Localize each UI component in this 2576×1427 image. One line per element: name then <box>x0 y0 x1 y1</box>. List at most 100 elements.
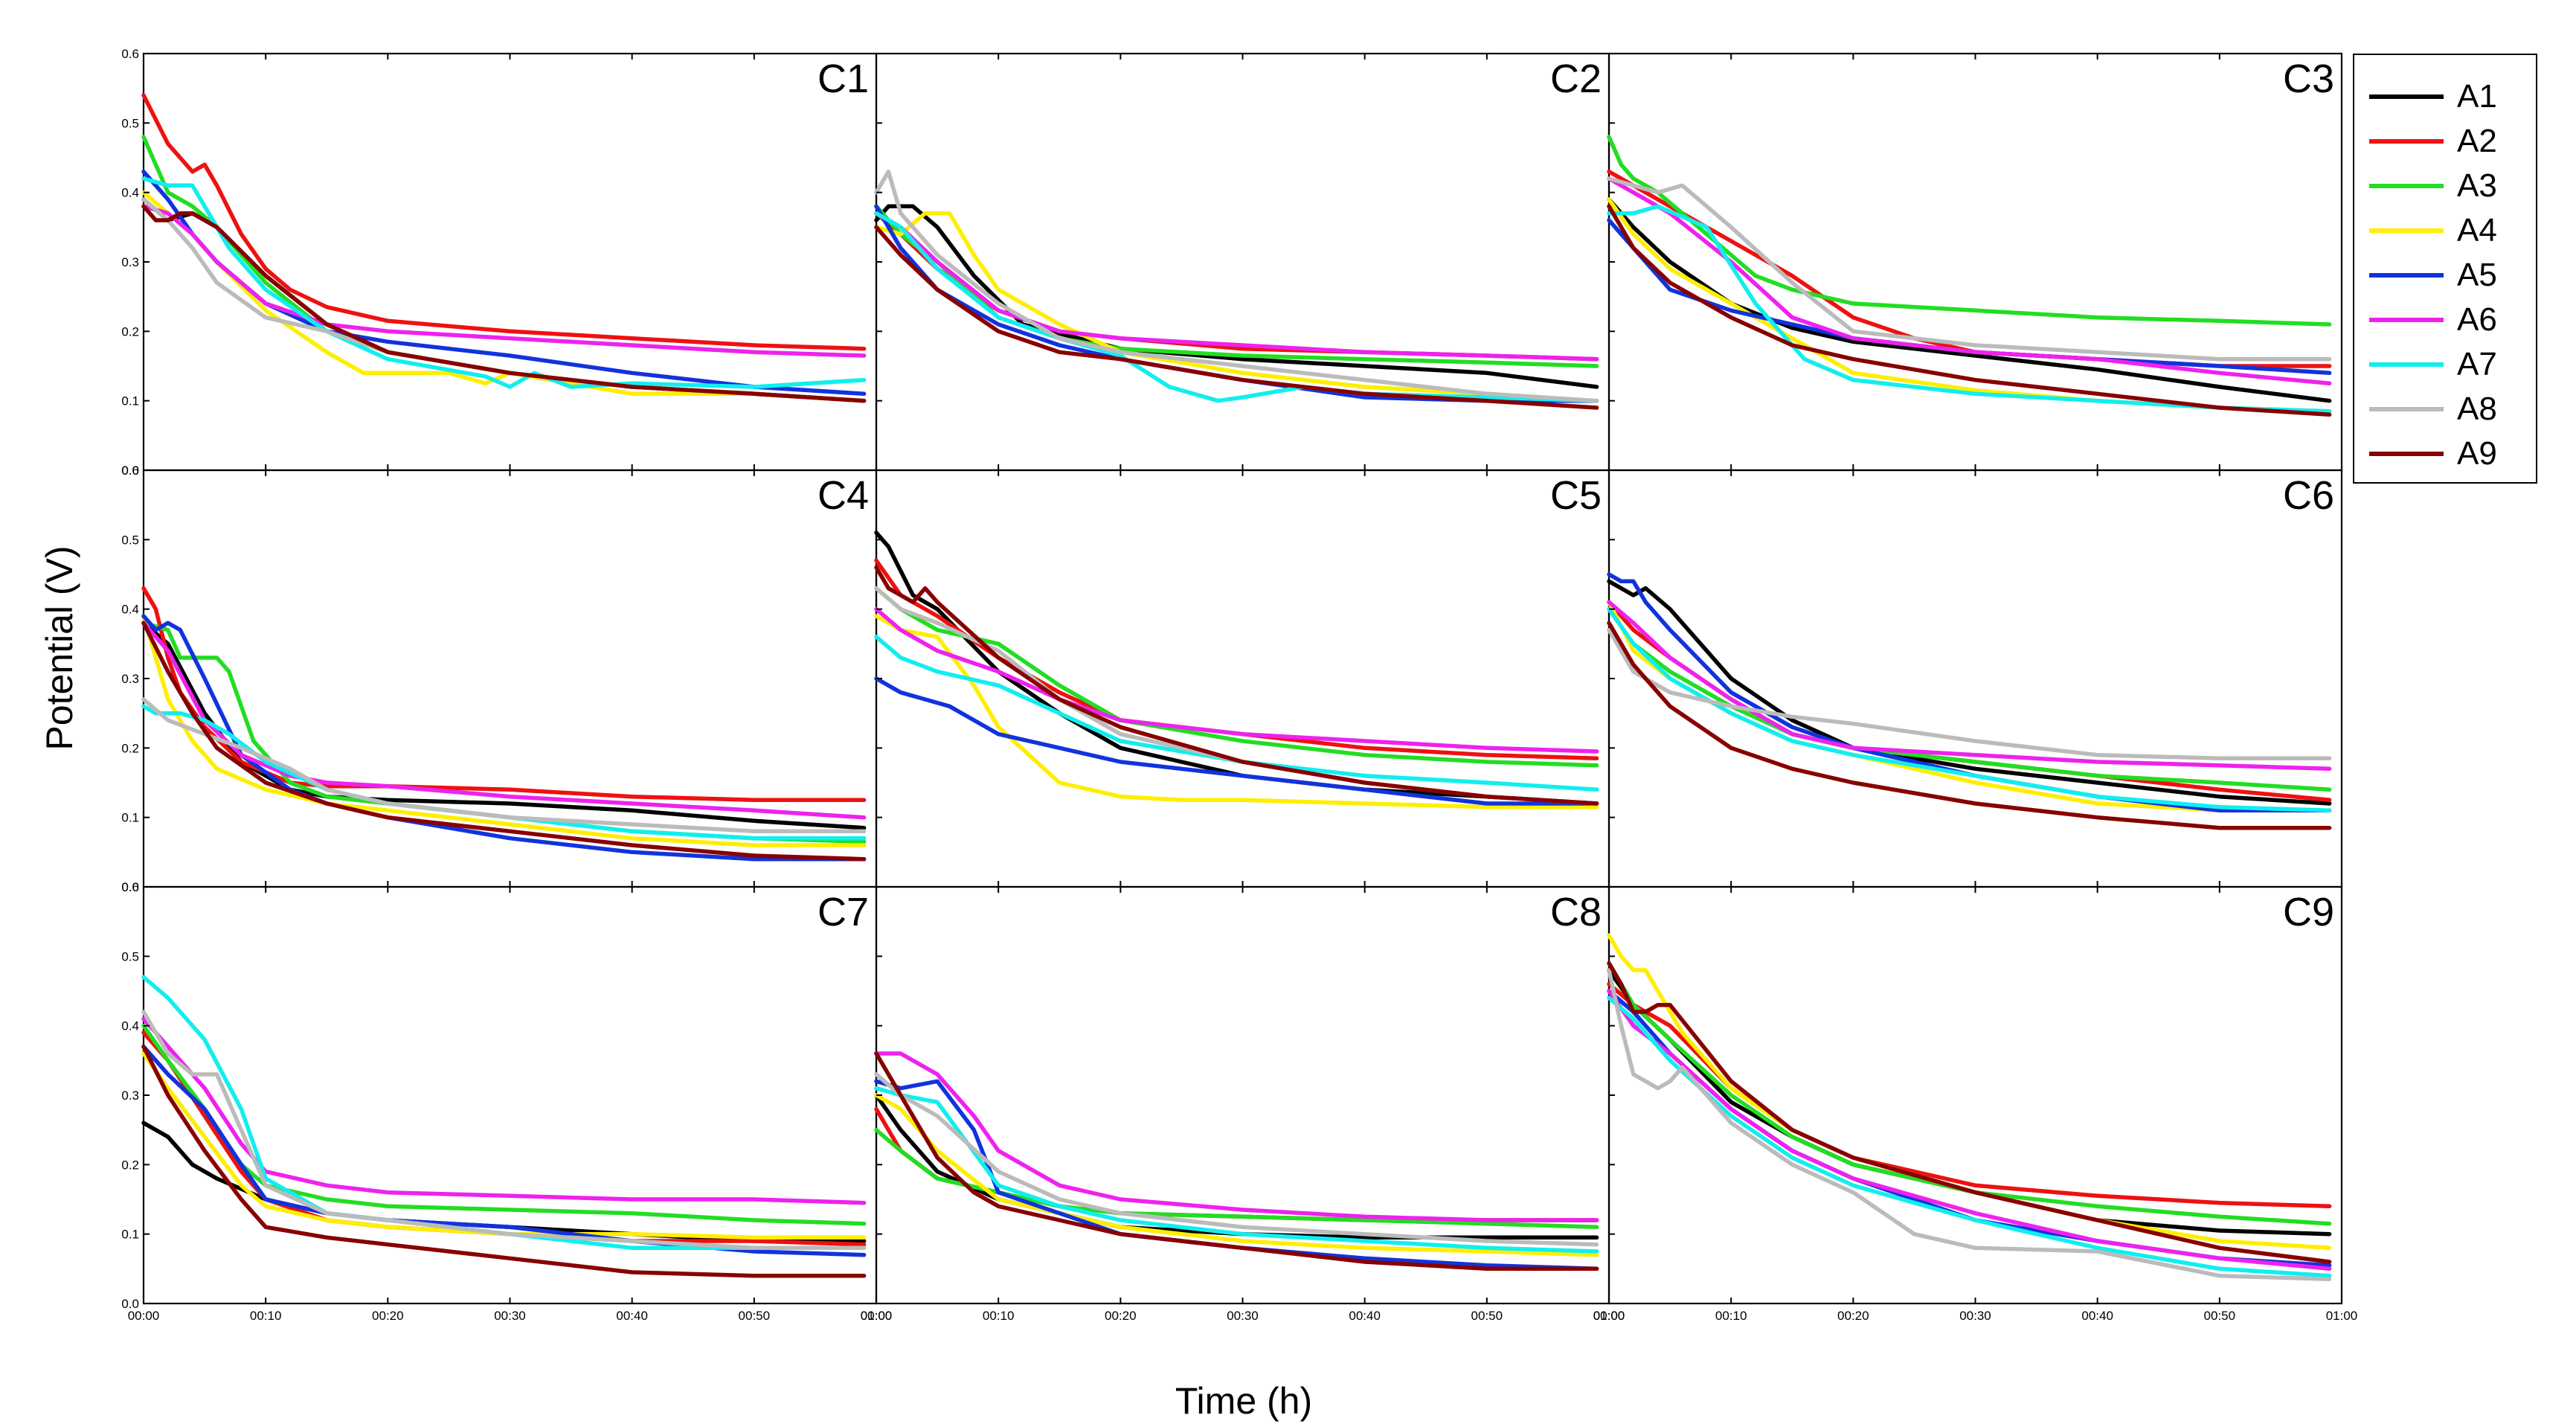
series-line-c5-a8 <box>874 586 1599 806</box>
panel-c1: 0.0 0.1 0.2 0.3 0.4 0.5 0.6 C1 <box>121 47 878 478</box>
panel-c2: C2 <box>874 52 1610 472</box>
y-tick-label-c4: 0.2 <box>121 741 139 755</box>
panel-frame-c2 <box>875 52 1610 472</box>
y-tick-label-c7: 0.6 <box>121 880 139 894</box>
series-line-c5-a5 <box>874 676 1599 806</box>
x-tick-label-c7: 00:10 <box>250 1309 282 1323</box>
series-line-c1-a2 <box>141 93 867 351</box>
series-line-c3-a6 <box>1607 176 2332 386</box>
series-lines-c6 <box>1607 572 2332 830</box>
series-line-c9-a5 <box>1607 989 2332 1268</box>
series-line-c7-a9 <box>141 1044 867 1278</box>
series-lines-c9 <box>1607 933 2332 1282</box>
y-tick-label-c7: 0.3 <box>121 1088 139 1103</box>
panel-label-c3: C3 <box>2283 57 2334 101</box>
y-axis-title: Potential (V) <box>39 545 80 751</box>
legend-swatch-a1 <box>2369 94 2444 99</box>
series-line-c3-a5 <box>1607 218 2332 376</box>
panel-c9: 00:00 00:10 00:20 00:30 00:40 00:50 01:00 C9 <box>1593 885 2358 1323</box>
legend-swatch-a7 <box>2369 362 2444 367</box>
x-tick-label-c9: 00:30 <box>1959 1309 1991 1323</box>
series-line-c6-a8 <box>1607 627 2332 761</box>
y-tick-label-c4: 0.3 <box>121 672 139 686</box>
panel-c5: C5 <box>874 469 1610 888</box>
legend-label-a5: A5 <box>2457 257 2497 293</box>
series-line-c5-a6 <box>874 606 1599 754</box>
x-tick-label-c7: 00:30 <box>494 1309 526 1323</box>
series-line-c1-a4 <box>141 190 867 403</box>
x-tick-label-c8: 01:00 <box>1593 1309 1625 1323</box>
series-line-c9-a7 <box>1607 995 2332 1278</box>
legend-label-a9: A9 <box>2457 435 2497 472</box>
x-tick-label-c8: 00:30 <box>1227 1309 1259 1323</box>
x-axis-title: Time (h) <box>1175 1380 1313 1422</box>
x-tick-label-c9: 00:10 <box>1715 1309 1747 1323</box>
series-line-c9-a8 <box>1607 968 2332 1282</box>
panel-c6: C6 <box>1607 469 2343 888</box>
y-tick-label-c1: 0.2 <box>121 324 139 339</box>
y-tick-label-c7: 0.4 <box>121 1019 139 1033</box>
series-line-c8-a8 <box>874 1072 1599 1247</box>
y-tick-label-c4: 0.0 <box>121 880 139 894</box>
series-line-c3-a9 <box>1607 204 2332 417</box>
panel-label-c4: C4 <box>818 473 869 518</box>
series-line-c4-a9 <box>141 620 867 862</box>
panel-label-c9: C9 <box>2283 890 2334 934</box>
series-line-c5-a3 <box>874 586 1599 768</box>
series-line-c8-a5 <box>874 1079 1599 1272</box>
series-lines-c5 <box>874 530 1599 809</box>
series-line-c1-a3 <box>141 135 867 403</box>
panel-label-c1: C1 <box>818 57 869 101</box>
x-tick-label-c9: 01:00 <box>2326 1309 2358 1323</box>
series-line-c8-a9 <box>874 1051 1599 1272</box>
series-line-c8-a3 <box>874 1127 1599 1230</box>
legend-item-a7: A7 <box>2369 344 2497 385</box>
y-tick-label-c1: 0.1 <box>121 394 139 408</box>
series-line-c1-a5 <box>141 169 867 397</box>
series-line-c4-a6 <box>141 620 867 820</box>
series-lines-c7 <box>141 975 867 1278</box>
series-line-c9-a9 <box>1607 961 2332 1264</box>
x-tick-label-c9: 00:50 <box>2204 1309 2236 1323</box>
series-line-c7-a7 <box>141 975 867 1251</box>
series-line-c6-a7 <box>1607 606 2332 813</box>
y-tick-label-c4: 0.6 <box>121 464 139 478</box>
legend-swatch-a3 <box>2369 184 2444 188</box>
series-line-c9-a6 <box>1607 989 2332 1272</box>
legend-item-a4: A4 <box>2369 210 2497 251</box>
series-line-c3-a1 <box>1607 197 2332 403</box>
y-tick-label-c7: 0.1 <box>121 1228 139 1242</box>
series-line-c7-a3 <box>141 1023 867 1226</box>
series-line-c7-a8 <box>141 1010 867 1251</box>
series-line-c5-a2 <box>874 558 1599 761</box>
x-tick-label-c9: 00:40 <box>2081 1309 2113 1323</box>
legend: A1 A2 A3 A4 A5 A6 A7 A8 A9 <box>2353 54 2537 484</box>
y-tick-label-c1: 0.5 <box>121 116 139 130</box>
legend-item-a1: A1 <box>2369 76 2497 118</box>
y-tick-label-c1: 0.0 <box>121 464 139 478</box>
series-lines-c3 <box>1607 135 2332 417</box>
panel-c8: 00:00 00:10 00:20 00:30 00:40 00:50 01:00 C8 <box>861 885 1625 1323</box>
legend-label-a2: A2 <box>2457 123 2497 159</box>
series-line-c6-a9 <box>1607 620 2332 830</box>
legend-swatch-a6 <box>2369 318 2444 322</box>
legend-label-a4: A4 <box>2457 212 2497 248</box>
legend-label-a8: A8 <box>2457 391 2497 427</box>
series-line-c5-a9 <box>874 565 1599 806</box>
series-line-c2-a8 <box>874 169 1599 403</box>
legend-swatch-a4 <box>2369 228 2444 233</box>
series-line-c4-a2 <box>141 586 867 803</box>
series-lines-c2 <box>874 169 1599 410</box>
series-line-c4-a7 <box>141 704 867 841</box>
y-tick-label-c4: 0.5 <box>121 533 139 547</box>
panel-c7: 0.0 0.1 0.2 0.3 0.4 0.5 0.6 00:00 00:10 00:20 00:3… <box>121 880 892 1323</box>
series-line-c4-a4 <box>141 614 867 847</box>
panel-label-c2: C2 <box>1550 57 1602 101</box>
series-lines-c4 <box>141 586 867 862</box>
legend-swatch-a8 <box>2369 407 2444 411</box>
panel-label-c8: C8 <box>1550 890 1602 934</box>
y-tick-label-c4: 0.4 <box>121 603 139 617</box>
series-line-c8-a6 <box>874 1051 1599 1222</box>
x-tick-label-c8: 00:10 <box>983 1309 1015 1323</box>
